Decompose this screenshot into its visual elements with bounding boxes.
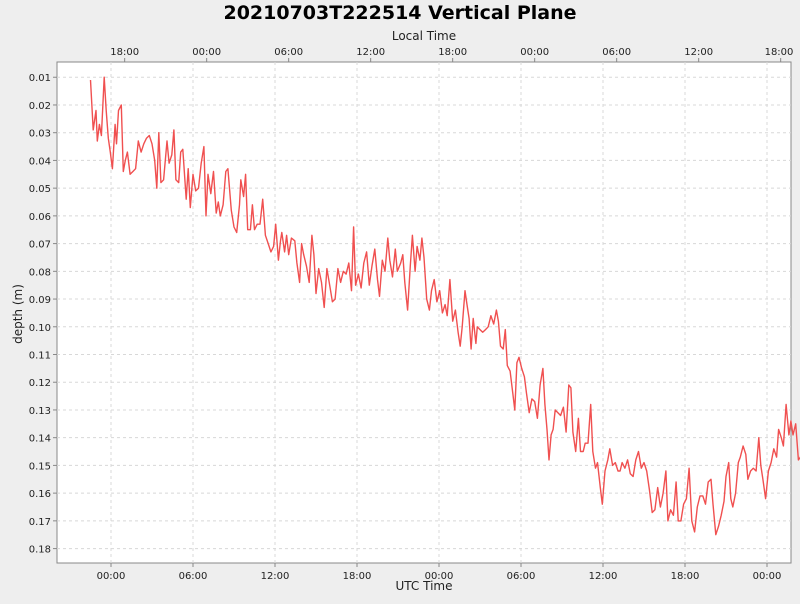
y-tick-label: 0.06 [29,212,51,223]
x-tick-label: 00:00 [97,571,126,582]
y-tick-label: 0.05 [29,184,51,195]
x-tick-label: 06:00 [507,571,536,582]
y-tick-label: 0.03 [29,129,51,140]
y-tick-label: 0.10 [29,323,51,334]
x2-tick-label: 18:00 [110,47,139,58]
x-tick-label: 00:00 [425,571,454,582]
x2-tick-label: 06:00 [602,47,631,58]
x2-tick-label: 12:00 [356,47,385,58]
y-tick-label: 0.12 [29,378,51,389]
y-tick-label: 0.08 [29,267,51,278]
y-tick-label: 0.01 [29,73,51,84]
x2-tick-label: 12:00 [684,47,713,58]
y-tick-label: 0.17 [29,517,51,528]
chart-title: 20210703T222514 Vertical Plane [223,2,576,24]
y-tick-label: 0.02 [29,101,51,112]
x-tick-label: 00:00 [753,571,782,582]
y-tick-label: 0.04 [29,156,51,167]
x2-tick-label: 18:00 [438,47,467,58]
x2-tick-label: 18:00 [765,47,794,58]
x2-tick-label: 00:00 [520,47,549,58]
y-tick-label: 0.11 [29,351,51,362]
x2-tick-label: 00:00 [192,47,221,58]
x-tick-label: 06:00 [179,571,208,582]
y-tick-label: 0.16 [29,489,51,500]
x-tick-label: 18:00 [343,571,372,582]
y-tick-label: 0.07 [29,240,51,251]
x2-axis-label: Local Time [392,29,456,43]
x-tick-label: 12:00 [261,571,290,582]
y-tick-label: 0.14 [29,434,51,445]
x-tick-label: 18:00 [671,571,700,582]
plot-area [57,62,791,563]
y-tick-label: 0.15 [29,461,51,472]
y-tick-label: 0.18 [29,545,51,556]
y-tick-label: 0.13 [29,406,51,417]
y-tick-label: 0.09 [29,295,51,306]
x2-tick-label: 06:00 [274,47,303,58]
x-tick-label: 12:00 [589,571,618,582]
y-axis-label: depth (m) [11,284,25,344]
